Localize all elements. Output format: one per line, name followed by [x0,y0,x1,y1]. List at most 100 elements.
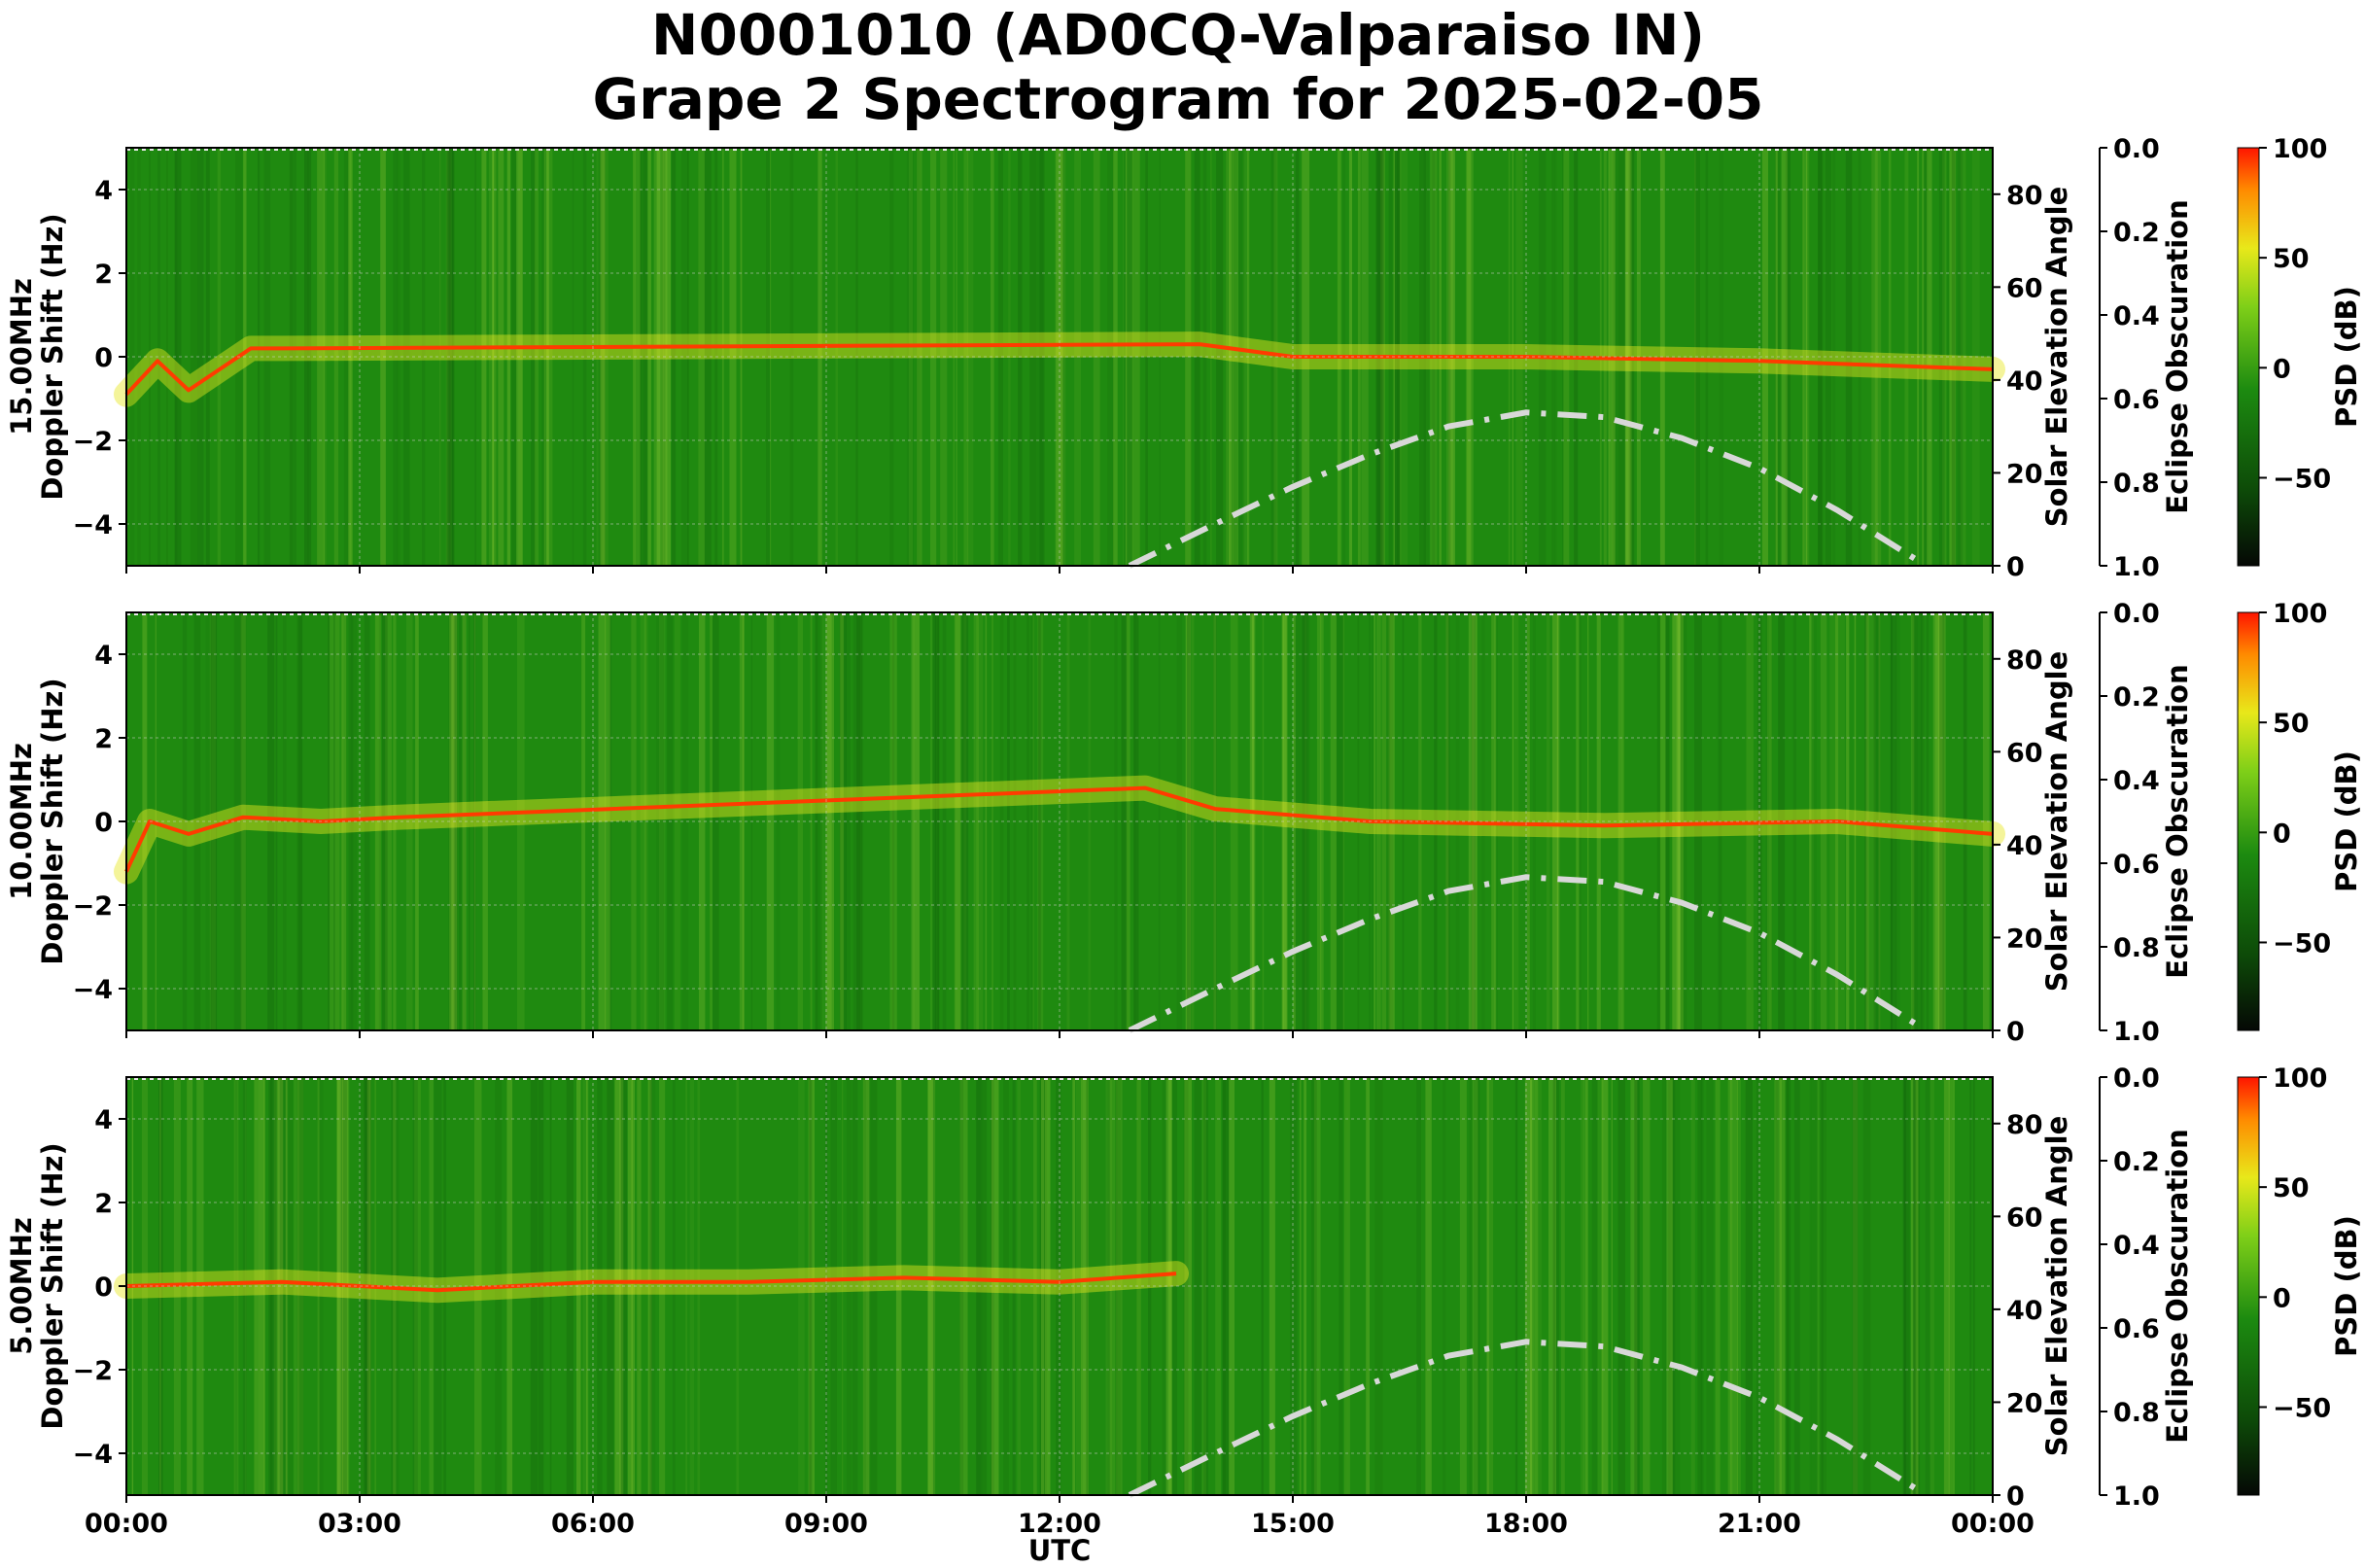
solar-tick-label: 40 [2006,831,2043,861]
x-axis [125,566,1994,574]
x-axis [125,1030,1994,1038]
texture-stripe [217,148,222,566]
texture-stripe [462,612,466,1030]
colorbar-tick-label: 50 [2273,244,2310,274]
texture-stripe [506,148,511,566]
y-tick-label: 4 [94,1105,113,1135]
texture-stripe [797,612,803,1030]
texture-stripe [917,148,922,566]
texture-stripe [598,612,607,1030]
texture-stripe [1902,1077,1906,1495]
colorbar: 100 50 0 −50 [2237,1063,2331,1496]
eclipse-tick-label: 0.2 [2113,682,2160,713]
texture-stripe [607,1077,614,1495]
texture-stripe [963,612,967,1030]
texture-stripe [1697,1077,1704,1495]
eclipse-axis: 0.0 0.2 0.4 0.6 0.8 1.0 [2099,599,2160,1047]
y-tick-label: 2 [94,1189,113,1219]
texture-stripe [462,612,467,1030]
solar-elevation-curve [1128,409,1926,569]
texture-stripe [235,1077,237,1495]
y-tick-label: −4 [73,975,113,1005]
texture-stripe [531,148,536,566]
solar-axis-label: Solar Elevation Angle [2040,1116,2073,1457]
carrier-trace [124,785,1994,873]
texture-stripe [1222,1077,1230,1495]
texture-stripe [1761,148,1768,566]
y-tick-label: −2 [73,427,113,457]
x-tick-label: 15:00 [1251,1509,1335,1539]
texture-stripe [1865,612,1869,1030]
texture-stripe [292,148,296,566]
texture-stripe [1913,1077,1916,1495]
texture-stripe [469,612,470,1030]
eclipse-tick-label: 1.0 [2113,1481,2160,1512]
colorbar-tick-label: 0 [2273,1283,2291,1313]
texture-stripe [473,612,476,1030]
texture-stripe [1942,148,1947,566]
texture-stripe [671,148,677,566]
solar-tick-label: 80 [2006,645,2043,676]
texture-stripe [1690,1077,1695,1495]
texture-stripe [1374,1077,1383,1495]
texture-stripe [1213,612,1217,1030]
texture-stripe [1126,612,1130,1030]
texture-stripe [973,612,979,1030]
eclipse-tick-label: 1.0 [2113,552,2160,582]
y-axis-solar: 0 20 40 60 80 [1993,1110,2043,1512]
eclipse-tick-label: 0.2 [2113,218,2160,248]
colorbar-tick-label: −50 [2273,464,2331,494]
texture-stripe [1912,1077,1921,1495]
texture-stripe [488,148,495,566]
eclipse-tick-label: 0.2 [2113,1147,2160,1177]
solar-tick-label: 60 [2006,738,2043,768]
texture-stripe [1056,1077,1061,1495]
solar-tick-label: 0 [2006,1017,2025,1047]
texture-stripe [817,148,822,566]
texture-stripe [129,148,135,566]
texture-stripe [1194,1077,1202,1495]
texture-stripe [1727,1077,1732,1495]
solar-axis-label: Solar Elevation Angle [2040,651,2073,993]
texture-stripe [1294,612,1302,1030]
texture-stripe [1230,148,1237,566]
texture-stripe [1302,612,1306,1030]
texture-stripe [1643,1077,1651,1495]
texture-stripe [1443,1077,1446,1495]
solar-tick-label: 60 [2006,273,2043,303]
texture-stripe [840,612,844,1030]
texture-stripe [297,1077,304,1495]
colorbar-tick-label: 100 [2273,134,2327,164]
carrier-trace [124,342,1994,397]
texture-stripe [1706,1077,1714,1495]
texture-stripe [1587,612,1589,1030]
texture-stripe [1037,612,1044,1030]
texture-stripe [1226,148,1228,566]
texture-stripe [1493,612,1496,1030]
texture-stripe [1202,148,1207,566]
texture-stripe [681,148,689,566]
texture-stripe [1191,612,1195,1030]
texture-stripe [1343,1077,1346,1495]
colorbar-tick-label: 50 [2273,1173,2310,1203]
texture-stripe [1039,148,1044,566]
solar-elevation-curve [1128,874,1926,1033]
texture-stripe [742,612,745,1030]
solar-tick-label: 60 [2006,1202,2043,1233]
texture-stripe [1911,1077,1919,1495]
texture-stripe [889,612,897,1030]
x-tick-label: 03:00 [318,1509,401,1539]
texture-stripe [637,1077,642,1495]
texture-stripe [736,1077,740,1495]
texture-stripe [452,148,454,566]
texture-stripe [296,1077,304,1495]
texture-stripe [842,1077,844,1495]
texture-stripe [660,148,664,566]
texture-stripe [689,1077,694,1495]
grid-lines [125,1077,1994,1495]
texture-stripe [233,1077,239,1495]
texture-stripe [1920,612,1923,1030]
texture-stripe [699,612,706,1030]
